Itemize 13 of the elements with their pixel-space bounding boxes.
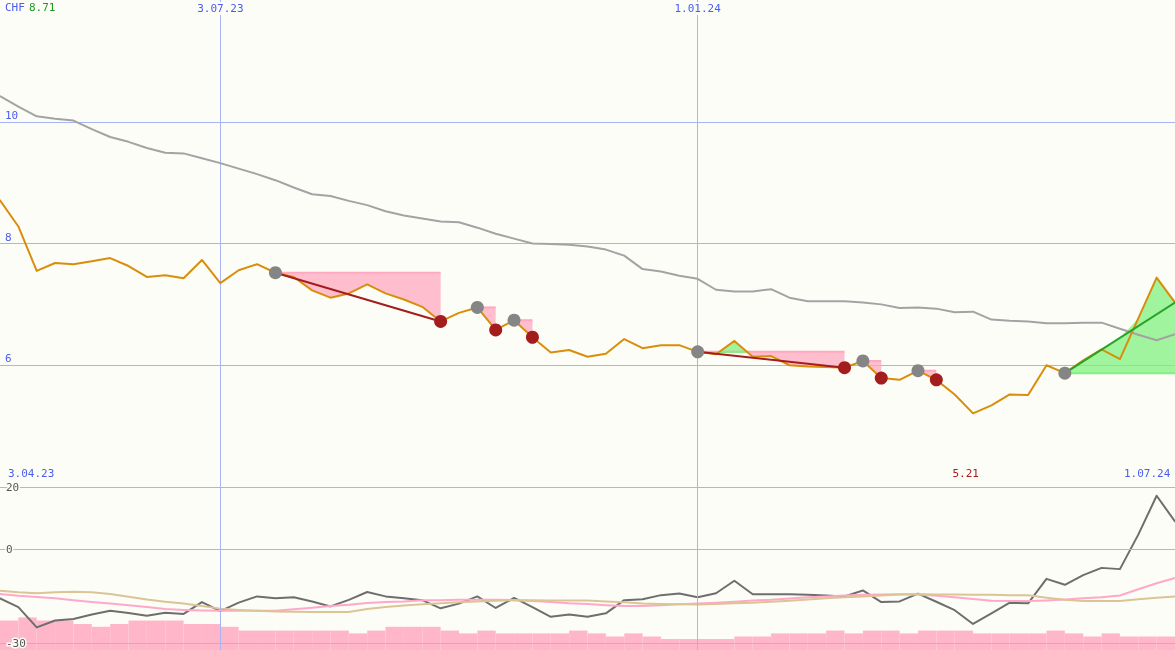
x-tick-label: 3.07.23 [197,2,244,15]
x-tick-label: 1.01.24 [674,2,722,15]
y-axis-title: CHF [5,1,25,14]
y-tick-label: 10 [5,108,19,122]
annotation: 3.04.23 [8,467,55,480]
y-tick-label: 0 [6,543,13,557]
annotation: 1.07.24 [1124,467,1171,480]
y-tick-label: 6 [5,352,12,366]
annotation: 8.71 [29,1,56,14]
y-tick-label: 20 [6,480,20,494]
annotation: 5.21 [952,467,979,480]
y-tick-label: 8 [5,230,12,244]
y-tick-label: -30 [6,637,26,650]
